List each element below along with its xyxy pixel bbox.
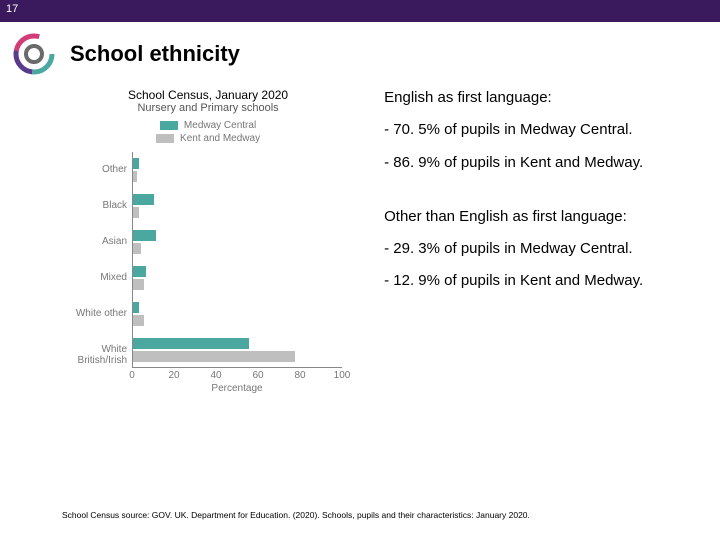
- chart-bar: [133, 279, 144, 290]
- chart-bar: [133, 207, 139, 218]
- chart-bar: [133, 351, 295, 362]
- text-line: - 86. 9% of pupils in Kent and Medway.: [384, 153, 700, 173]
- chart-category-group: Black: [133, 188, 343, 224]
- chart-bar: [133, 315, 144, 326]
- text-column: English as first language: - 70. 5% of p…: [384, 88, 700, 394]
- text-line: - 29. 3% of pupils in Medway Central.: [384, 239, 700, 259]
- legend-item: Kent and Medway: [156, 133, 260, 144]
- content: School Census, January 2020 Nursery and …: [0, 82, 720, 394]
- chart-category-label: White other: [57, 308, 127, 319]
- x-axis-label: Percentage: [132, 383, 342, 394]
- header: School ethnicity: [0, 22, 720, 82]
- chart-category-group: White British/Irish: [133, 332, 343, 368]
- chart-category-label: Black: [57, 200, 127, 211]
- legend-swatch: [156, 134, 174, 143]
- chart-bar: [133, 266, 146, 277]
- logo-icon: [12, 32, 56, 76]
- chart-category-label: Mixed: [57, 272, 127, 283]
- footer-citation: School Census source: GOV. UK. Departmen…: [62, 510, 530, 520]
- text-line: - 70. 5% of pupils in Medway Central.: [384, 120, 700, 140]
- page-title: School ethnicity: [70, 41, 240, 67]
- slide-number: 17: [6, 3, 18, 15]
- chart-category-group: Mixed: [133, 260, 343, 296]
- text-heading: Other than English as first language:: [384, 207, 700, 227]
- chart-category-label: Other: [57, 164, 127, 175]
- chart-x-axis: Percentage 020406080100: [132, 368, 342, 394]
- chart-plot-area: OtherBlackAsianMixedWhite otherWhite Bri…: [132, 152, 342, 368]
- chart-bar: [133, 302, 139, 313]
- top-bar: 17: [0, 0, 720, 22]
- legend-label: Medway Central: [184, 120, 256, 131]
- x-tick: 100: [334, 370, 351, 381]
- chart-column: School Census, January 2020 Nursery and …: [60, 88, 356, 394]
- chart-bar: [133, 194, 154, 205]
- x-tick: 20: [168, 370, 179, 381]
- chart-legend: Medway Central Kent and Medway: [60, 120, 356, 144]
- chart-category-label: White British/Irish: [57, 344, 127, 366]
- chart-subtitle: Nursery and Primary schools: [60, 102, 356, 114]
- chart-bar: [133, 243, 141, 254]
- x-tick: 60: [252, 370, 263, 381]
- chart-category-group: White other: [133, 296, 343, 332]
- legend-swatch: [160, 121, 178, 130]
- chart-bar: [133, 171, 137, 182]
- chart-title: School Census, January 2020: [60, 88, 356, 102]
- chart-bar: [133, 338, 249, 349]
- x-tick: 0: [129, 370, 135, 381]
- spacer: [384, 185, 700, 207]
- chart-category-label: Asian: [57, 236, 127, 247]
- legend-label: Kent and Medway: [180, 133, 260, 144]
- chart-bar: [133, 230, 156, 241]
- chart-category-group: Other: [133, 152, 343, 188]
- legend-item: Medway Central: [160, 120, 256, 131]
- chart-category-group: Asian: [133, 224, 343, 260]
- x-tick: 40: [210, 370, 221, 381]
- chart-bar: [133, 158, 139, 169]
- text-line: - 12. 9% of pupils in Kent and Medway.: [384, 271, 700, 291]
- text-heading: English as first language:: [384, 88, 700, 108]
- x-tick: 80: [294, 370, 305, 381]
